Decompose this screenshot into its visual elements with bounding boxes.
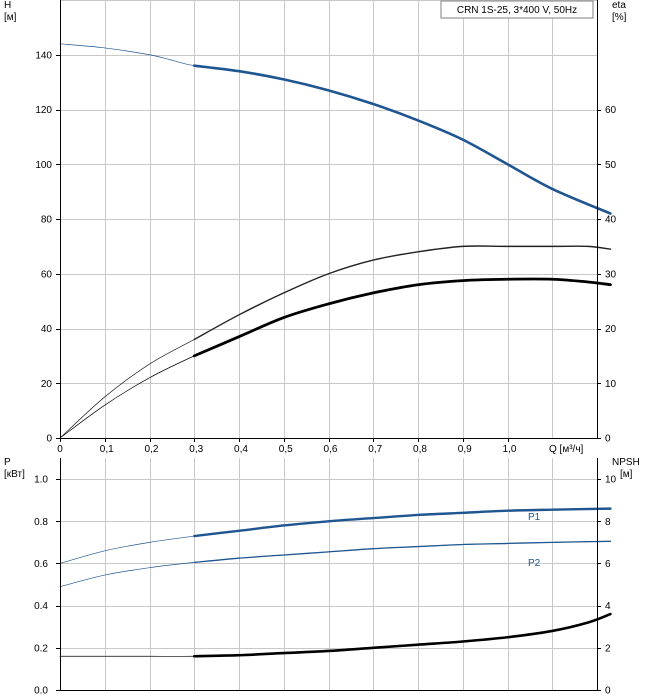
y-tick-label: 20 xyxy=(41,379,53,390)
y-tick-label: 40 xyxy=(605,215,617,226)
bottom-left-axis-name: P xyxy=(4,457,11,468)
x-tick-label: 0,2 xyxy=(145,444,159,455)
y-tick-label: 140 xyxy=(35,50,52,61)
y-tick-label: 2 xyxy=(605,643,611,654)
y-tick-label: 100 xyxy=(35,160,52,171)
top-left-axis-unit: [м] xyxy=(4,12,17,23)
series-label-p2: P2 xyxy=(528,558,541,569)
top-right-axis-unit: [%] xyxy=(612,12,627,23)
x-tick-label: 0,5 xyxy=(279,444,293,455)
series-label-p1: P1 xyxy=(528,512,541,523)
y-tick-label: 0.6 xyxy=(34,559,48,570)
y-tick-label: 40 xyxy=(41,324,53,335)
x-tick-label: 1,0 xyxy=(503,444,517,455)
y-tick-label: 0.0 xyxy=(34,686,48,697)
x-tick-label: 0,3 xyxy=(189,444,203,455)
y-tick-label: 10 xyxy=(605,475,617,486)
bottom-right-axis-name: NPSH xyxy=(612,457,640,468)
y-tick-label: 0.8 xyxy=(34,517,48,528)
x-tick-label: 0,8 xyxy=(413,444,427,455)
y-tick-label: 80 xyxy=(41,215,53,226)
series-eta-total-curve xyxy=(192,277,612,358)
y-tick-label: 60 xyxy=(41,269,53,280)
series-eta-eta-curve xyxy=(193,245,612,341)
y-tick-label: 0 xyxy=(605,686,611,697)
y-tick-label: 0 xyxy=(46,434,52,445)
x-tick-label: 0 xyxy=(57,444,63,455)
x-tick-label: 0,6 xyxy=(324,444,338,455)
y-tick-label: 6 xyxy=(605,559,611,570)
series-h-curve xyxy=(192,64,612,215)
y-tick-label: 20 xyxy=(605,324,617,335)
y-tick-label: 4 xyxy=(605,601,611,612)
series-p2-curve xyxy=(193,540,612,564)
top-left-axis-name: H xyxy=(4,0,11,11)
x-tick-label: 0,4 xyxy=(234,444,248,455)
y-tick-label: 60 xyxy=(605,105,617,116)
y-tick-label: 50 xyxy=(605,160,617,171)
y-tick-label: 0.2 xyxy=(34,643,48,654)
series-p1-curve xyxy=(193,507,612,538)
y-tick-label: 0 xyxy=(605,434,611,445)
x-axis-label: Q [м³/ч] xyxy=(549,444,584,455)
y-tick-label: 10 xyxy=(605,379,617,390)
y-tick-label: 1.0 xyxy=(34,475,48,486)
legend-box xyxy=(440,0,594,19)
x-tick-label: 0,1 xyxy=(100,444,114,455)
series-npsh-curve xyxy=(192,612,612,658)
chart-title: CRN 1S-25, 3*400 V, 50Hz xyxy=(457,5,577,16)
y-tick-label: 30 xyxy=(605,269,617,280)
x-tick-label: 0,9 xyxy=(458,444,472,455)
bottom-right-axis-unit: [м] xyxy=(620,469,633,480)
y-tick-label: 0.4 xyxy=(34,601,48,612)
bottom-left-axis-unit: [кВт] xyxy=(4,469,25,480)
top-right-axis-name: eta xyxy=(612,0,626,11)
y-tick-label: 120 xyxy=(35,105,52,116)
y-tick-label: 8 xyxy=(605,517,611,528)
x-tick-label: 0,7 xyxy=(368,444,382,455)
